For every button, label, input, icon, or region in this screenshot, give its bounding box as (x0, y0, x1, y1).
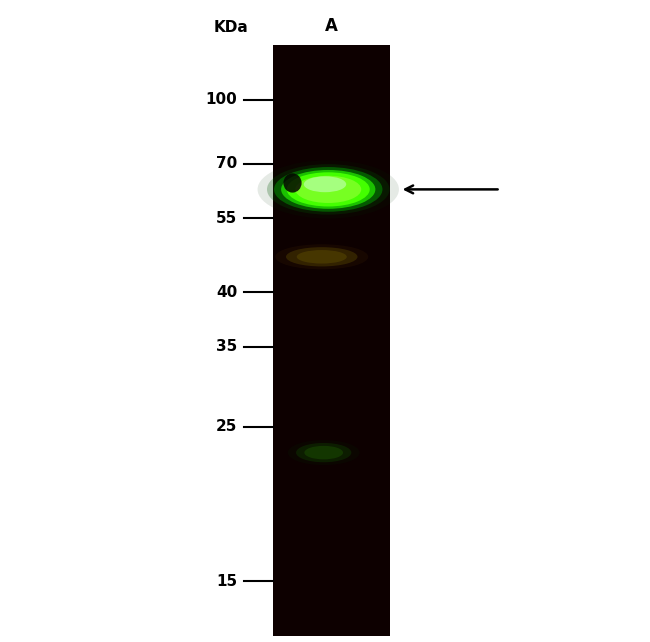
Ellipse shape (274, 167, 382, 212)
Ellipse shape (286, 247, 358, 266)
Text: 70: 70 (216, 156, 237, 171)
Ellipse shape (295, 176, 361, 203)
Ellipse shape (281, 170, 376, 209)
Text: KDa: KDa (213, 21, 248, 35)
Ellipse shape (304, 446, 343, 460)
Ellipse shape (283, 173, 302, 193)
Text: 40: 40 (216, 284, 237, 300)
FancyBboxPatch shape (273, 45, 390, 636)
Ellipse shape (276, 245, 368, 270)
Ellipse shape (296, 443, 351, 462)
Ellipse shape (267, 164, 389, 214)
Ellipse shape (304, 177, 346, 192)
Ellipse shape (257, 160, 399, 218)
Text: 100: 100 (205, 92, 237, 107)
Text: 25: 25 (216, 419, 237, 435)
Text: 15: 15 (216, 573, 237, 589)
Ellipse shape (288, 440, 359, 465)
Text: 35: 35 (216, 339, 237, 354)
Ellipse shape (296, 250, 347, 263)
Ellipse shape (287, 172, 370, 207)
Text: 55: 55 (216, 211, 237, 226)
Text: A: A (325, 17, 338, 35)
